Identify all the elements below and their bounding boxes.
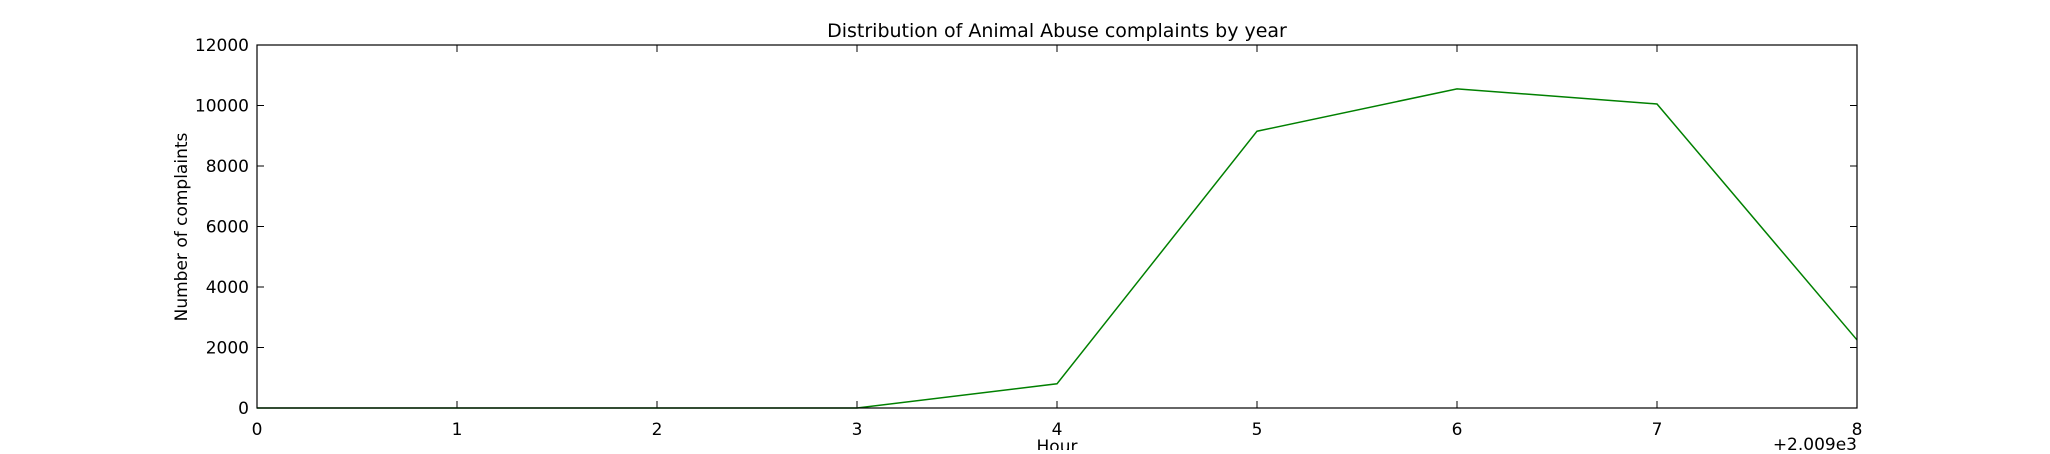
x-tick-label: 4 [1052, 420, 1063, 440]
y-tick-label: 0 [238, 399, 249, 419]
y-tick-label: 8000 [206, 157, 249, 177]
x-tick-label: 8 [1852, 420, 1863, 440]
x-tick-label: 1 [452, 420, 463, 440]
x-tick-label: 6 [1452, 420, 1463, 440]
y-tick-label: 12000 [195, 36, 249, 56]
x-tick-label: 0 [252, 420, 263, 440]
y-tick-label: 6000 [206, 218, 249, 238]
x-tick-label: 3 [852, 420, 863, 440]
y-tick-label: 4000 [206, 278, 249, 298]
x-axis-offset-label: +2.009e3 [1773, 435, 1857, 450]
x-tick-label: 2 [652, 420, 663, 440]
chart-title: Distribution of Animal Abuse complaints … [827, 20, 1287, 42]
y-tick-label: 10000 [195, 97, 249, 117]
y-axis-label: Number of complaints [172, 132, 192, 321]
x-tick-label: 5 [1252, 420, 1263, 440]
x-tick-label: 7 [1652, 420, 1663, 440]
y-tick-label: 2000 [206, 339, 249, 359]
